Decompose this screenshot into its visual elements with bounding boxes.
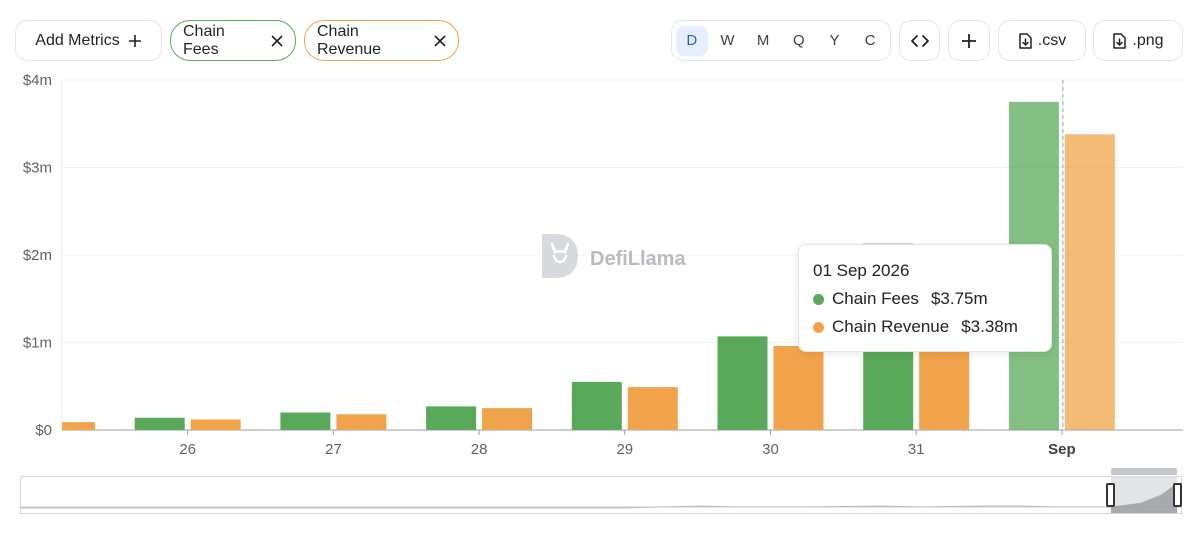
csv-label: .csv <box>1037 31 1067 49</box>
y-tick-label: $4m <box>23 72 52 89</box>
x-tick-label: 26 <box>179 441 196 458</box>
period-option-q[interactable]: Q <box>793 32 805 49</box>
bar-chain-fees-28[interactable] <box>426 406 477 430</box>
period-option-m[interactable]: M <box>756 32 770 49</box>
tooltip-row-chain-fees: Chain Fees $3.75m <box>813 289 1037 309</box>
x-tick-label: 31 <box>908 441 925 458</box>
bar-chain-fees-29[interactable] <box>571 381 622 430</box>
download-png-button[interactable]: .png <box>1093 20 1183 61</box>
toolbar: Add Metrics Chain Fees Chain Revenue D W… <box>0 0 1200 78</box>
bar-chain-revenue-sep[interactable] <box>1064 134 1115 430</box>
range-handle-left[interactable] <box>1106 483 1115 507</box>
x-tick-label: Sep <box>1048 441 1076 458</box>
y-tick-label: $3m <box>23 160 52 177</box>
tooltip-series-name: Chain Fees <box>832 289 919 308</box>
bar-chain-revenue-27[interactable] <box>336 414 387 430</box>
tooltip-series-name: Chain Revenue <box>832 317 950 336</box>
bar-chain-revenue-29[interactable] <box>627 387 678 430</box>
bar-chain-revenue-30[interactable] <box>773 346 824 430</box>
code-icon <box>910 34 929 48</box>
bar-chain-revenue-25[interactable] <box>62 422 95 430</box>
defillama-logo-icon <box>538 230 582 288</box>
embed-button[interactable] <box>899 20 940 61</box>
y-tick-label: $2m <box>23 247 52 264</box>
chip-chain-fees-label: Chain Fees <box>183 22 225 58</box>
tooltip-date: 01 Sep 2026 <box>813 261 910 280</box>
close-icon[interactable] <box>271 34 283 47</box>
tooltip-series-value: $3.38m <box>961 317 1018 336</box>
tooltip-row-chain-revenue: Chain Revenue $3.38m <box>813 317 1037 337</box>
bar-chain-revenue-26[interactable] <box>190 419 241 431</box>
range-drag-bar[interactable] <box>1111 468 1177 475</box>
x-tick-label: 30 <box>762 441 779 458</box>
add-metrics-button[interactable]: Add Metrics <box>15 20 162 61</box>
range-overview <box>21 477 1181 513</box>
chip-chain-fees[interactable]: Chain Fees <box>170 20 296 61</box>
period-option-y[interactable]: Y <box>829 32 840 49</box>
tooltip-series-value: $3.75m <box>930 289 988 308</box>
add-chart-button[interactable] <box>948 20 990 61</box>
period-selector: D W M Q Y C <box>671 20 891 61</box>
x-tick-label: 27 <box>325 441 342 458</box>
bar-chain-fees-26[interactable] <box>134 417 185 430</box>
add-metrics-label: Add Metrics <box>35 31 120 49</box>
period-option-w[interactable]: W <box>720 32 735 49</box>
bar-chain-fees-27[interactable] <box>280 412 331 431</box>
plus-icon <box>128 34 142 48</box>
range-handle-right[interactable] <box>1173 483 1182 507</box>
bar-chain-revenue-28[interactable] <box>482 408 533 430</box>
chain-revenue-dot <box>813 321 824 333</box>
plus-icon <box>961 33 977 49</box>
chart-tooltip: 01 Sep 2026 Chain Fees $3.75m Chain Reve… <box>798 244 1052 352</box>
y-tick-label: $1m <box>23 335 52 352</box>
x-tick-label: 28 <box>471 441 488 458</box>
watermark: DefiLlama <box>538 230 686 288</box>
chain-fees-dot <box>813 293 824 305</box>
bar-chain-fees-30[interactable] <box>717 336 768 430</box>
download-icon <box>1018 32 1032 49</box>
y-tick-label: $0 <box>35 422 52 439</box>
download-csv-button[interactable]: .csv <box>998 20 1086 61</box>
watermark-text: DefiLlama <box>590 247 686 270</box>
x-tick-label: 29 <box>616 441 633 458</box>
range-slider[interactable] <box>20 468 1182 514</box>
png-label: .png <box>1132 31 1164 49</box>
chip-chain-revenue[interactable]: Chain Revenue <box>304 20 459 61</box>
download-icon <box>1112 32 1127 49</box>
chip-chain-revenue-label: Chain Revenue <box>317 22 382 58</box>
close-icon[interactable] <box>434 34 446 47</box>
period-option-d[interactable]: D <box>676 25 708 56</box>
period-option-c[interactable]: C <box>864 32 876 49</box>
